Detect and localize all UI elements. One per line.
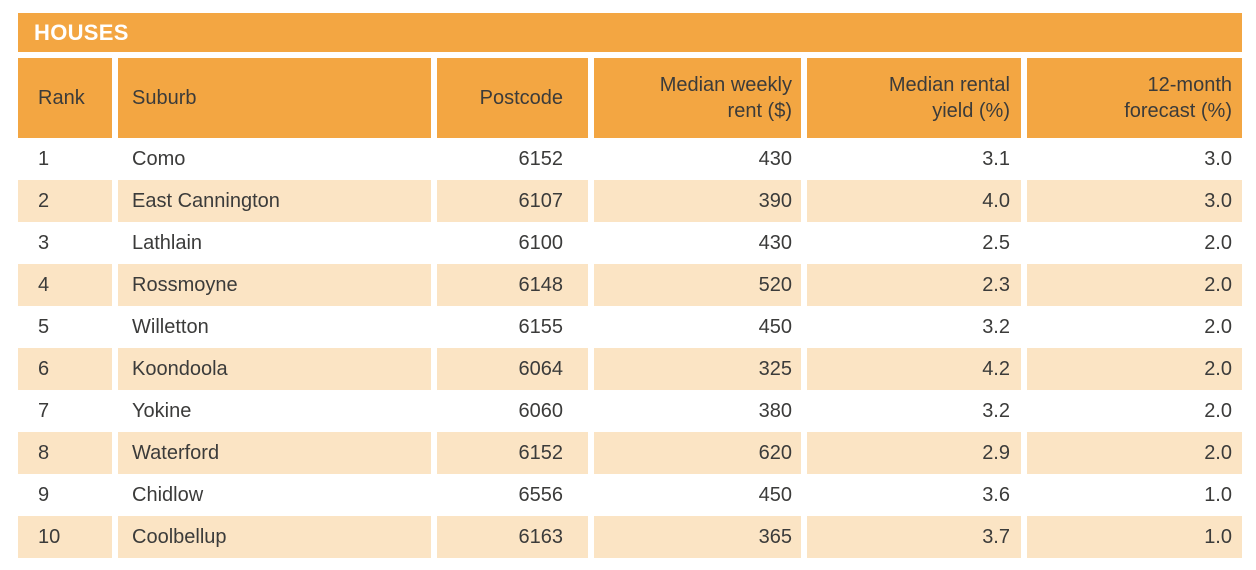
cell-yield: 3.7	[801, 516, 1021, 558]
cell-postcode: 6148	[431, 264, 588, 306]
cell-rent: 430	[588, 138, 801, 180]
cell-yield: 3.1	[801, 138, 1021, 180]
cell-rent: 430	[588, 222, 801, 264]
cell-rent: 390	[588, 180, 801, 222]
cell-postcode: 6556	[431, 474, 588, 516]
table-row: 2 East Cannington 6107 390 4.0 3.0	[18, 180, 1242, 222]
cell-rank: 5	[18, 306, 112, 348]
cell-yield: 3.2	[801, 390, 1021, 432]
cell-rank: 9	[18, 474, 112, 516]
cell-forecast: 1.0	[1021, 474, 1242, 516]
cell-suburb: Yokine	[112, 390, 431, 432]
column-header-postcode: Postcode	[431, 58, 588, 138]
cell-rank: 1	[18, 138, 112, 180]
cell-postcode: 6152	[431, 432, 588, 474]
table-row: 9 Chidlow 6556 450 3.6 1.0	[18, 474, 1242, 516]
cell-suburb: East Cannington	[112, 180, 431, 222]
table-row: 4 Rossmoyne 6148 520 2.3 2.0	[18, 264, 1242, 306]
cell-suburb: Willetton	[112, 306, 431, 348]
column-header-yield: Median rental yield (%)	[801, 58, 1021, 138]
table-row: 5 Willetton 6155 450 3.2 2.0	[18, 306, 1242, 348]
table-row: 3 Lathlain 6100 430 2.5 2.0	[18, 222, 1242, 264]
cell-yield: 2.9	[801, 432, 1021, 474]
cell-rank: 7	[18, 390, 112, 432]
cell-rent: 620	[588, 432, 801, 474]
table-title: HOUSES	[34, 19, 129, 45]
cell-suburb: Como	[112, 138, 431, 180]
cell-rent: 380	[588, 390, 801, 432]
cell-rank: 8	[18, 432, 112, 474]
table-row: 8 Waterford 6152 620 2.9 2.0	[18, 432, 1242, 474]
cell-rank: 3	[18, 222, 112, 264]
cell-forecast: 2.0	[1021, 432, 1242, 474]
cell-forecast: 3.0	[1021, 138, 1242, 180]
table-row: 7 Yokine 6060 380 3.2 2.0	[18, 390, 1242, 432]
cell-yield: 4.0	[801, 180, 1021, 222]
cell-rank: 2	[18, 180, 112, 222]
cell-yield: 2.3	[801, 264, 1021, 306]
cell-suburb: Coolbellup	[112, 516, 431, 558]
cell-suburb: Chidlow	[112, 474, 431, 516]
cell-postcode: 6060	[431, 390, 588, 432]
cell-forecast: 2.0	[1021, 390, 1242, 432]
column-header-forecast: 12-month forecast (%)	[1021, 58, 1242, 138]
table-row: 10 Coolbellup 6163 365 3.7 1.0	[18, 516, 1242, 558]
header-row: Rank Suburb Postcode Median weekly rent …	[18, 58, 1242, 138]
cell-forecast: 1.0	[1021, 516, 1242, 558]
cell-forecast: 2.0	[1021, 306, 1242, 348]
column-header-rent: Median weekly rent ($)	[588, 58, 801, 138]
cell-suburb: Koondoola	[112, 348, 431, 390]
data-table: Rank Suburb Postcode Median weekly rent …	[18, 58, 1242, 558]
cell-forecast: 3.0	[1021, 180, 1242, 222]
column-header-suburb: Suburb	[112, 58, 431, 138]
cell-rent: 450	[588, 306, 801, 348]
cell-rank: 10	[18, 516, 112, 558]
cell-postcode: 6064	[431, 348, 588, 390]
cell-rank: 6	[18, 348, 112, 390]
cell-suburb: Waterford	[112, 432, 431, 474]
table-body: 1 Como 6152 430 3.1 3.0 2 East Cannington 6107 39…	[18, 138, 1242, 558]
cell-postcode: 6152	[431, 138, 588, 180]
column-header-rank: Rank	[18, 58, 112, 138]
cell-suburb: Lathlain	[112, 222, 431, 264]
cell-forecast: 2.0	[1021, 348, 1242, 390]
cell-suburb: Rossmoyne	[112, 264, 431, 306]
cell-yield: 2.5	[801, 222, 1021, 264]
houses-table: HOUSES Rank Suburb Postcode Median weekl…	[18, 13, 1242, 558]
cell-yield: 3.6	[801, 474, 1021, 516]
cell-rent: 520	[588, 264, 801, 306]
cell-forecast: 2.0	[1021, 264, 1242, 306]
cell-rank: 4	[18, 264, 112, 306]
cell-rent: 365	[588, 516, 801, 558]
table-title-bar: HOUSES	[18, 13, 1242, 52]
cell-postcode: 6100	[431, 222, 588, 264]
table-row: 1 Como 6152 430 3.1 3.0	[18, 138, 1242, 180]
cell-postcode: 6163	[431, 516, 588, 558]
cell-yield: 3.2	[801, 306, 1021, 348]
cell-yield: 4.2	[801, 348, 1021, 390]
cell-postcode: 6155	[431, 306, 588, 348]
cell-forecast: 2.0	[1021, 222, 1242, 264]
cell-rent: 450	[588, 474, 801, 516]
table-row: 6 Koondoola 6064 325 4.2 2.0	[18, 348, 1242, 390]
cell-postcode: 6107	[431, 180, 588, 222]
cell-rent: 325	[588, 348, 801, 390]
